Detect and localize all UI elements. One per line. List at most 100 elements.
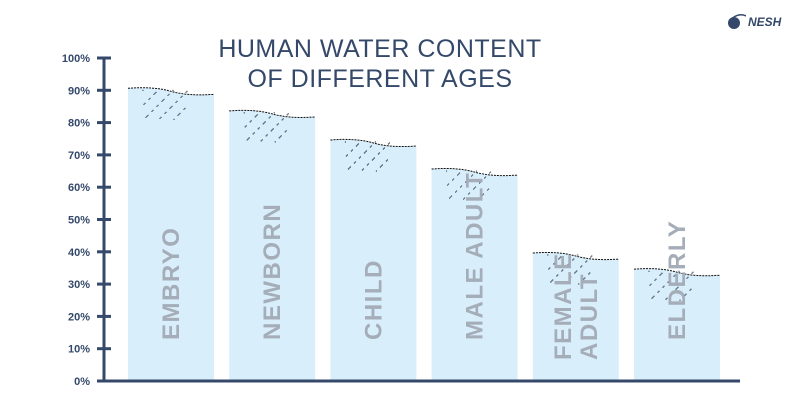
bar-label: ELDERLY (664, 220, 691, 340)
splash-dot (663, 285, 665, 287)
splash-dot (448, 183, 450, 185)
splash-dot (185, 91, 187, 93)
splash-dot (285, 130, 287, 132)
splash-dot (287, 113, 289, 115)
splash-dot (570, 276, 572, 278)
splash-dot (359, 156, 361, 158)
splash-dot (566, 265, 568, 267)
bar-label: MALE ADULT (462, 172, 489, 340)
splash-dot (356, 144, 358, 146)
splash-dot (659, 274, 661, 276)
splash-dot (487, 189, 489, 191)
splash-dot (253, 132, 255, 134)
splash-dot (281, 119, 283, 121)
water-line (229, 109, 316, 118)
splash-dot (649, 284, 651, 286)
splash-dot (687, 276, 689, 278)
splash-dot (243, 112, 245, 114)
splash-dot (568, 263, 570, 265)
splash-dot (585, 261, 587, 263)
splash-dot (580, 266, 582, 268)
splash-dot (689, 289, 691, 291)
splash-dot (582, 279, 584, 281)
splash-dot (562, 269, 564, 271)
splash-dot (274, 141, 276, 143)
splash-dot (471, 175, 473, 177)
splash-dot (365, 150, 367, 152)
splash-dot (554, 262, 556, 264)
splash-dot (658, 290, 660, 292)
splash-dot (670, 293, 672, 295)
splash-dot (567, 264, 569, 266)
splash-dot (264, 121, 266, 123)
splash-dot (681, 282, 683, 284)
splash-dot (662, 286, 664, 288)
splash-dot (361, 169, 363, 171)
y-tick-label: 30% (68, 279, 90, 291)
splash-dot (474, 187, 476, 189)
splash-dot (484, 177, 486, 179)
splash-dot (453, 178, 455, 180)
splash-dot (577, 254, 579, 256)
splash-dot (154, 92, 156, 94)
splash-dot (277, 123, 279, 125)
splash-dot (548, 268, 550, 270)
splash-dot (369, 146, 371, 148)
bar (128, 87, 214, 381)
splash-dot (157, 104, 159, 106)
splash-dot (373, 157, 375, 159)
splash-dot (549, 267, 551, 269)
splash-dot (358, 157, 360, 159)
splash-dot (367, 163, 369, 165)
splash-dot (345, 155, 347, 157)
splash-dot (380, 165, 382, 167)
splash-dot (671, 292, 673, 294)
y-tick-label: 20% (68, 311, 90, 323)
y-tick-label: 90% (68, 85, 90, 97)
splash-dot (286, 114, 288, 116)
splash-dot (173, 118, 175, 120)
splash-dot (473, 188, 475, 190)
splash-dot (262, 123, 264, 125)
splash-dot (481, 195, 483, 197)
splash-dot (155, 91, 157, 93)
splash-dot (660, 273, 662, 275)
splash-dot (572, 259, 574, 261)
splash-dot (684, 294, 686, 296)
splash-dot (677, 286, 679, 288)
water-line (127, 87, 215, 96)
splash-dot (372, 158, 374, 160)
splash-dot (449, 197, 451, 199)
splash-dot (156, 105, 158, 107)
bar-label: NEWBORN (259, 203, 286, 340)
splash-dot (479, 182, 481, 184)
splash-dot (168, 93, 170, 95)
splash-dot (463, 198, 465, 200)
title-line-1: HUMAN WATER CONTENT (218, 35, 542, 63)
splash-dot (254, 116, 256, 118)
water-line (431, 167, 518, 177)
bar (431, 168, 518, 381)
splash-dot (147, 114, 149, 116)
splash-dot (375, 170, 377, 172)
splash-dot (460, 186, 462, 188)
splash-dot (553, 263, 555, 265)
splash-dot (588, 273, 590, 275)
splash-dot (268, 117, 270, 119)
splash-dot (477, 199, 479, 201)
splash-dot (678, 270, 680, 272)
splash-dot (371, 159, 373, 161)
splash-dot (673, 275, 675, 277)
logo-text: NESH (748, 15, 782, 29)
splash-dot (276, 124, 278, 126)
splash-dot (349, 166, 351, 168)
splash-dot (164, 112, 166, 114)
splash-dot (552, 279, 554, 281)
bar-label: EMBRYO (158, 227, 185, 340)
splash-dot (346, 154, 348, 156)
splash-dot (170, 106, 172, 108)
splash-dot (378, 152, 380, 154)
splash-dot (451, 195, 453, 197)
splash-dot (379, 166, 381, 168)
